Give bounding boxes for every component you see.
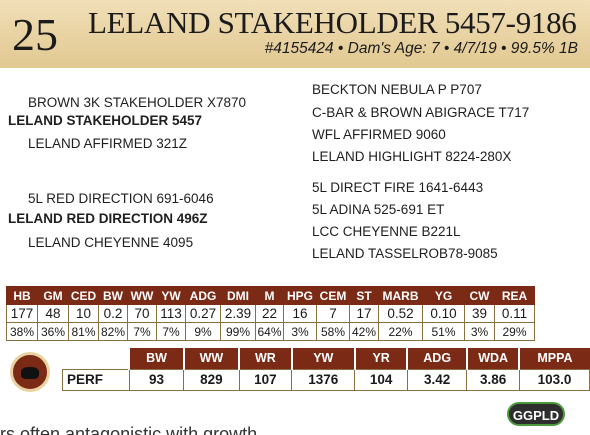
epd-value: 0.10	[422, 304, 465, 323]
epd-accuracy: 3%	[283, 322, 317, 341]
perf-header: ADG	[406, 348, 467, 369]
epd-header-row: HB GM CED BW WW YW ADG DMI M HPG CEM ST …	[6, 286, 535, 305]
epd-accuracy: 51%	[422, 322, 465, 341]
epd-value: 70	[127, 304, 157, 323]
epd-header: DMI	[220, 286, 256, 305]
perf-value-row: PERF 93 829 107 1376 104 3.42 3.86 103.0	[62, 368, 590, 391]
perf-value: 829	[183, 368, 240, 391]
perf-header: WW	[182, 348, 240, 369]
ped-right-8: LELAND TASSELROB78-9085	[312, 246, 498, 261]
perf-header: YR	[353, 348, 408, 369]
epd-table: HB GM CED BW WW YW ADG DMI M HPG CEM ST …	[6, 286, 535, 341]
epd-header: ST	[349, 286, 379, 305]
bull-head-icon	[21, 367, 39, 379]
sire: LELAND STAKEHOLDER 5457	[8, 113, 203, 128]
ped-right-2: C-BAR & BROWN ABIGRACE T717	[312, 105, 530, 120]
perf-value: 1376	[291, 368, 356, 391]
epd-header: YG	[422, 286, 465, 305]
perf-table: BW WW WR YW YR ADG WDA MPPA PERF 93 829 …	[62, 348, 590, 391]
epd-accuracy: 81%	[68, 322, 99, 341]
perf-header: WDA	[465, 348, 520, 369]
epd-header: MARB	[378, 286, 423, 305]
perf-header-blank	[63, 348, 130, 369]
breeder-logo-icon	[10, 352, 50, 392]
ped-right-5: 5L DIRECT FIRE 1641-6443	[312, 180, 484, 195]
epd-header: GM	[37, 286, 69, 305]
epd-header: CEM	[316, 286, 350, 305]
epd-accuracy: 9%	[185, 322, 221, 341]
epd-value: 2.39	[220, 304, 256, 323]
epd-value: 10	[68, 304, 99, 323]
ped-right-7: LCC CHEYENNE B221L	[312, 224, 461, 239]
epd-value: 0.27	[185, 304, 221, 323]
lot-header: 25 LELAND STAKEHOLDER 5457-9186 #4155424…	[0, 0, 590, 68]
perf-header: YW	[290, 348, 355, 369]
epd-value: 7	[316, 304, 350, 323]
epd-value-row: 177 48 10 0.2 70 113 0.27 2.39 22 16 7 1…	[6, 304, 535, 323]
epd-value: 0.11	[494, 304, 535, 323]
epd-value: 0.52	[378, 304, 423, 323]
epd-header: BW	[98, 286, 128, 305]
perf-header: BW	[128, 348, 184, 369]
ggpld-logo: GGPLD	[507, 402, 565, 426]
epd-accuracy: 99%	[220, 322, 256, 341]
epd-header: CED	[68, 286, 99, 305]
perf-header: MPPA	[518, 348, 590, 369]
epd-header: CW	[464, 286, 495, 305]
epd-accuracy: 58%	[316, 322, 350, 341]
registration-info: #4155424 • Dam's Age: 7 • 4/7/19 • 99.5%…	[264, 40, 578, 57]
epd-accuracy-row: 38% 36% 81% 82% 7% 7% 9% 99% 64% 3% 58% …	[6, 322, 535, 341]
epd-value: 17	[349, 304, 379, 323]
dam: LELAND RED DIRECTION 496Z	[8, 211, 208, 226]
epd-accuracy: 7%	[156, 322, 186, 341]
epd-value: 22	[255, 304, 284, 323]
ped-right-1: BECKTON NEBULA P P707	[312, 82, 482, 97]
epd-accuracy: 42%	[349, 322, 379, 341]
epd-value: 0.2	[98, 304, 128, 323]
epd-value: 39	[464, 304, 495, 323]
epd-accuracy: 38%	[6, 322, 38, 341]
epd-header: REA	[494, 286, 535, 305]
perf-value: 3.86	[466, 368, 520, 391]
epd-accuracy: 36%	[37, 322, 69, 341]
sire-sire: BROWN 3K STAKEHOLDER X7870	[28, 95, 247, 110]
perf-value: 103.0	[518, 368, 590, 391]
ped-right-3: WFL AFFIRMED 9060	[312, 127, 446, 142]
ped-right-4: LELAND HIGHLIGHT 8224-280X	[312, 149, 512, 164]
perf-value: 104	[354, 368, 408, 391]
perf-label: PERF	[62, 368, 130, 391]
epd-header: HB	[6, 286, 38, 305]
epd-value: 48	[37, 304, 69, 323]
perf-value: 3.42	[406, 368, 468, 391]
epd-header: WW	[127, 286, 157, 305]
ped-right-6: 5L ADINA 525-691 ET	[312, 202, 445, 217]
bull-name: LELAND STAKEHOLDER 5457-9186	[88, 5, 577, 40]
perf-value: 107	[238, 368, 293, 391]
epd-accuracy: 3%	[464, 322, 495, 341]
epd-value: 177	[6, 304, 38, 323]
epd-accuracy: 7%	[127, 322, 157, 341]
sire-dam: LELAND AFFIRMED 321Z	[28, 136, 188, 151]
perf-value: 93	[128, 368, 185, 391]
epd-header: M	[255, 286, 284, 305]
lot-number: 25	[12, 9, 58, 60]
dam-sire: 5L RED DIRECTION 691-6046	[28, 191, 214, 206]
epd-value: 16	[283, 304, 317, 323]
epd-header: HPG	[283, 286, 317, 305]
epd-value: 113	[156, 304, 186, 323]
epd-accuracy: 22%	[378, 322, 423, 341]
perf-header-row: BW WW WR YW YR ADG WDA MPPA	[63, 348, 590, 369]
perf-header: WR	[238, 348, 292, 369]
footer-text: rs often antagonistic with growth	[0, 424, 258, 435]
epd-accuracy: 29%	[494, 322, 535, 341]
epd-header: YW	[156, 286, 186, 305]
epd-accuracy: 82%	[98, 322, 128, 341]
dam-dam: LELAND CHEYENNE 4095	[28, 235, 194, 250]
epd-accuracy: 64%	[255, 322, 284, 341]
epd-header: ADG	[185, 286, 221, 305]
